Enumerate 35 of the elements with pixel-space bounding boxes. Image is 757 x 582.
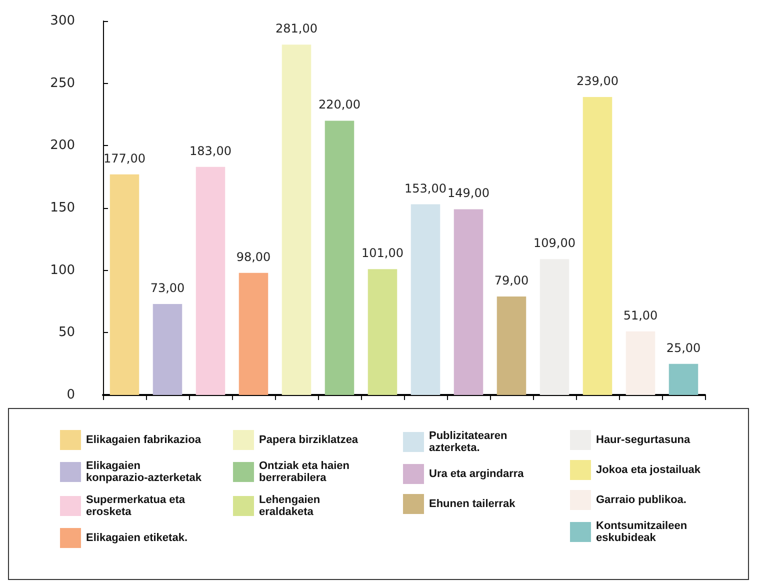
legend-label: Elikagaien fabrikazioa (86, 434, 202, 446)
y-tick-label: 250 (50, 76, 75, 91)
data-label: 101,00 (362, 246, 404, 260)
y-tick-label: 200 (50, 138, 75, 154)
y-tick-label: 0 (66, 388, 75, 402)
legend-label: Ontziak eta haien berrerabilera (259, 460, 353, 484)
legend-label: Garraio publikoa. (596, 494, 686, 506)
y-tick-label: 100 (50, 262, 75, 278)
y-tick-label: 300 (50, 14, 75, 28)
legend-label: Elikagaien konparazio-azterketak (86, 460, 202, 484)
data-label: 98,00 (236, 250, 271, 264)
data-label: 79,00 (494, 274, 529, 288)
data-label: 177,00 (104, 151, 146, 166)
legend-label: Ura eta argindarra (429, 468, 525, 480)
data-label: 109,00 (534, 236, 576, 250)
y-tick-label: 150 (50, 200, 75, 216)
legend-label: Jokoa eta jostailuak (596, 464, 702, 476)
data-label: 73,00 (150, 280, 185, 295)
legend-label: Elikagaien etiketak. (86, 532, 188, 544)
y-tick-label: 50 (58, 325, 75, 340)
data-label: 183,00 (190, 144, 232, 158)
legend-label: Haur-segurtasuna (596, 434, 692, 446)
data-label: 239,00 (576, 74, 618, 88)
data-label: 149,00 (448, 186, 490, 200)
data-label: 153,00 (404, 181, 446, 196)
legend-label: Lehengaien eraldaketa (259, 494, 324, 518)
legend-label: Kontsumitzaileen eskubideak (596, 520, 690, 544)
data-label: 220,00 (318, 98, 360, 112)
legend-label: Publizitatearen azterketa. (429, 430, 510, 454)
data-label: 25,00 (666, 340, 701, 355)
legend-label: Supermerkatua eta erosketa (86, 494, 188, 518)
data-label: 281,00 (276, 22, 318, 36)
legend-label: Ehunen tailerrak (429, 498, 516, 510)
legend-label: Papera birziklatzea (259, 434, 359, 446)
data-label: 51,00 (623, 308, 658, 322)
